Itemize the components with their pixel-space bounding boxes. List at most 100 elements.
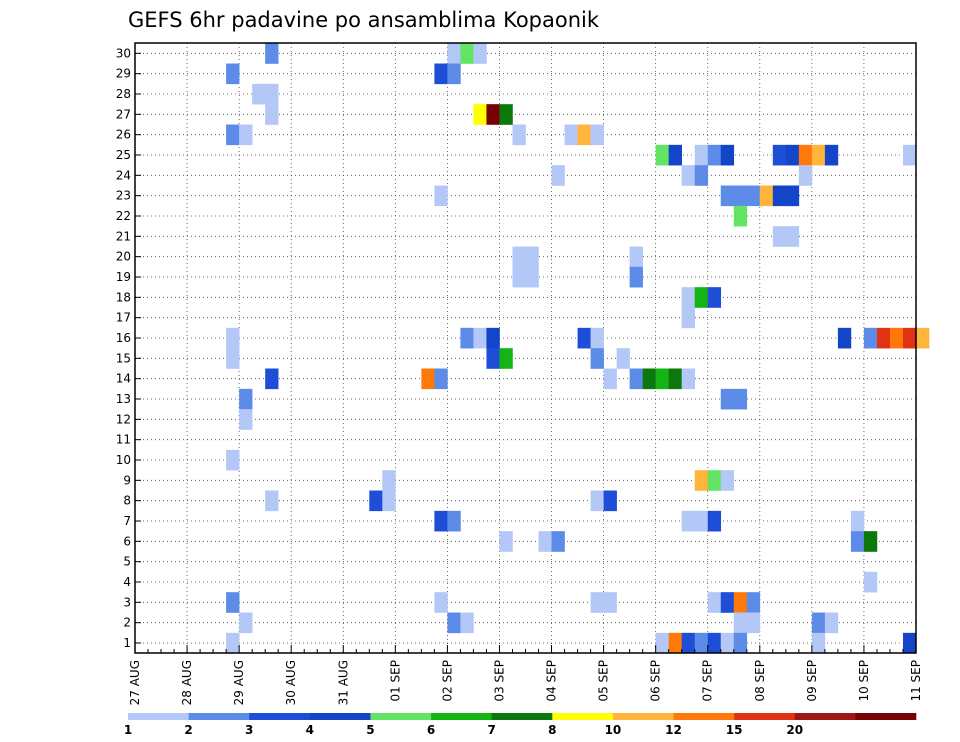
- y-tick-label: 17: [116, 311, 131, 325]
- legend-swatch: [855, 713, 917, 720]
- heatmap-cell: [421, 368, 435, 390]
- legend-swatch: [249, 713, 311, 720]
- heatmap-cell: [668, 144, 682, 166]
- heatmap-cell: [382, 470, 396, 491]
- heatmap-cell: [265, 104, 279, 125]
- heatmap-cell: [642, 368, 656, 390]
- heatmap-cell: [720, 388, 735, 410]
- heatmap-cell: [226, 63, 240, 85]
- legend-label: 3: [245, 723, 253, 737]
- heatmap-cell: [512, 246, 526, 268]
- y-tick-label: 11: [116, 433, 131, 447]
- heatmap-cell: [772, 144, 787, 166]
- heatmap-cell: [525, 246, 539, 268]
- heatmap-cell: [785, 185, 800, 207]
- heatmap-cell: [720, 144, 735, 166]
- heatmap-cell: [226, 592, 240, 613]
- heatmap-cell: [447, 612, 461, 634]
- legend-label: 4: [306, 723, 314, 737]
- x-tick-label: 30 AUG: [284, 660, 298, 705]
- y-tick-label: 3: [123, 595, 131, 609]
- heatmap-cell: [616, 348, 630, 369]
- heatmap-cell: [499, 104, 513, 125]
- x-tick-label: 04 SEP: [545, 660, 559, 702]
- color-legend: 1 2 3 4 5 6 7 8 10 12 15 20: [124, 713, 917, 737]
- heatmap-cell: [434, 368, 448, 390]
- heatmap-cell: [447, 63, 461, 85]
- heatmap-cell: [603, 368, 617, 390]
- heatmap-cell: [538, 531, 552, 552]
- heatmap-cell: [720, 185, 735, 207]
- y-tick-label: 10: [116, 453, 131, 467]
- heatmap-cell: [681, 307, 696, 329]
- heatmap-cell: [681, 510, 696, 532]
- y-tick-label: 25: [116, 148, 131, 162]
- heatmap-cell: [460, 43, 474, 64]
- heatmap-cell: [512, 124, 526, 146]
- heatmap-cell: [434, 510, 448, 532]
- heatmap-cell: [655, 632, 669, 654]
- heatmap-cell: [239, 612, 253, 634]
- heatmap-cell: [473, 327, 487, 349]
- heatmap-cells: [226, 43, 930, 654]
- heatmap-cell: [603, 490, 617, 512]
- x-tick-label: 02 SEP: [440, 660, 454, 702]
- y-tick-label: 20: [116, 250, 131, 264]
- heatmap-cell: [707, 470, 722, 491]
- heatmap-cell: [226, 449, 240, 471]
- heatmap-cell: [850, 531, 865, 552]
- heatmap-cell: [798, 144, 813, 166]
- chart-title: GEFS 6hr padavine po ansamblima Kopaonik: [128, 8, 600, 32]
- heatmap-cell: [916, 327, 930, 349]
- y-tick-label: 13: [116, 392, 131, 406]
- heatmap-cell: [369, 490, 383, 512]
- heatmap-cell: [681, 287, 696, 308]
- heatmap-cell: [382, 490, 396, 512]
- heatmap-cell: [590, 490, 604, 512]
- heatmap-cell: [707, 144, 722, 166]
- legend-label: 1: [124, 723, 132, 737]
- heatmap-cell: [590, 327, 604, 349]
- x-tick-label: 29 AUG: [232, 660, 246, 705]
- legend-label: 12: [665, 723, 682, 737]
- x-tick-label: 07 SEP: [701, 660, 715, 702]
- heatmap-cell: [707, 510, 722, 532]
- heatmap-cell: [499, 531, 513, 552]
- heatmap-cell: [720, 470, 735, 491]
- heatmap-cell: [486, 327, 500, 349]
- heatmap-cell: [837, 327, 852, 349]
- heatmap-cell: [733, 592, 748, 613]
- y-tick-label: 22: [116, 209, 131, 223]
- x-tick-label: 05 SEP: [597, 660, 611, 702]
- heatmap-cell: [746, 592, 761, 613]
- heatmap-cell: [577, 124, 591, 146]
- heatmap-cell: [694, 510, 709, 532]
- heatmap-cell: [746, 612, 761, 634]
- x-tick-label: 10 SEP: [857, 660, 871, 702]
- heatmap-cell: [265, 43, 279, 64]
- heatmap-cell: [434, 63, 448, 85]
- y-tick-label: 27: [116, 107, 131, 121]
- y-tick-label: 15: [116, 351, 131, 365]
- x-tick-label: 06 SEP: [649, 660, 663, 702]
- heatmap-cell: [473, 104, 487, 125]
- y-tick-label: 24: [116, 168, 131, 182]
- heatmap-cell: [707, 632, 722, 654]
- y-tick-label: 28: [116, 87, 131, 101]
- heatmap-cell: [785, 226, 800, 247]
- heatmap-cell: [785, 144, 800, 166]
- y-tick-label: 1: [123, 636, 131, 650]
- heatmap-cell: [226, 632, 240, 654]
- heatmap-cell: [811, 632, 826, 654]
- y-tick-label: 14: [116, 372, 131, 386]
- heatmap-cell: [265, 83, 279, 105]
- heatmap-cell: [863, 327, 878, 349]
- heatmap-cell: [694, 632, 709, 654]
- legend-swatch: [188, 713, 250, 720]
- legend-label: 6: [427, 723, 435, 737]
- heatmap-cell: [252, 83, 266, 105]
- heatmap-cell: [473, 43, 487, 64]
- heatmap-cell: [668, 368, 682, 390]
- heatmap-cell: [720, 632, 735, 654]
